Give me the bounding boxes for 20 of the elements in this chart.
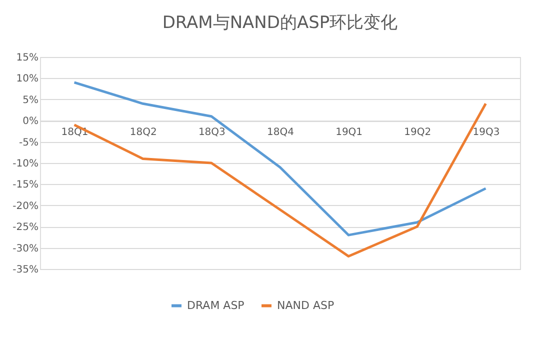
y-tick-label: 10% bbox=[16, 74, 38, 85]
y-tick-label: -35% bbox=[12, 264, 38, 276]
y-tick-label: -30% bbox=[12, 243, 38, 254]
x-tick-label: 18Q4 bbox=[267, 127, 294, 138]
chart-title: DRAM与NAND的ASP环比变化 bbox=[162, 13, 398, 33]
y-tick-label: -20% bbox=[12, 200, 38, 212]
x-tick-label: 19Q2 bbox=[404, 127, 432, 138]
x-tick-label: 18Q3 bbox=[198, 127, 226, 138]
y-tick-label: -10% bbox=[12, 158, 38, 170]
y-tick-label: 0% bbox=[22, 116, 38, 128]
x-tick-label: 19Q1 bbox=[336, 127, 363, 138]
x-tick-label: 19Q3 bbox=[472, 127, 500, 138]
y-tick-label: 15% bbox=[16, 52, 38, 64]
y-tick-label: 5% bbox=[22, 94, 38, 106]
y-tick-label: -25% bbox=[12, 222, 38, 234]
y-tick-label: -15% bbox=[12, 180, 38, 191]
y-tick-label: -5% bbox=[19, 137, 38, 148]
legend-label: NAND ASP bbox=[277, 298, 334, 312]
legend-label: DRAM ASP bbox=[187, 298, 245, 312]
x-tick-label: 18Q2 bbox=[130, 127, 157, 138]
